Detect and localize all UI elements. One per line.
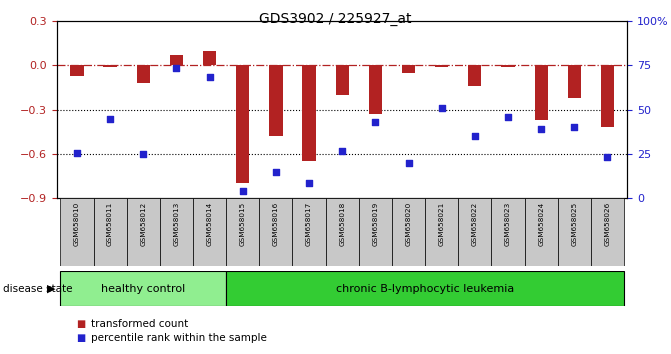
Text: GSM658015: GSM658015 xyxy=(240,202,246,246)
Bar xyxy=(226,198,259,266)
Bar xyxy=(137,65,150,83)
Point xyxy=(304,181,315,186)
Point xyxy=(536,126,547,132)
Point xyxy=(569,125,580,130)
Text: chronic B-lymphocytic leukemia: chronic B-lymphocytic leukemia xyxy=(336,284,514,293)
Text: GSM658017: GSM658017 xyxy=(306,202,312,246)
Bar xyxy=(325,198,359,266)
Bar xyxy=(558,198,591,266)
Bar xyxy=(127,198,160,266)
Bar xyxy=(336,65,349,95)
Text: percentile rank within the sample: percentile rank within the sample xyxy=(91,333,266,343)
Text: GSM658022: GSM658022 xyxy=(472,202,478,246)
Text: GSM658018: GSM658018 xyxy=(340,202,345,246)
Point xyxy=(72,150,83,155)
Bar xyxy=(369,65,382,114)
Bar xyxy=(160,198,193,266)
Text: GSM658016: GSM658016 xyxy=(273,202,279,246)
Text: GSM658024: GSM658024 xyxy=(538,202,544,246)
Text: GSM658012: GSM658012 xyxy=(140,202,146,246)
Point xyxy=(204,74,215,80)
Point xyxy=(238,188,248,194)
Text: GSM658019: GSM658019 xyxy=(372,202,378,246)
Bar xyxy=(525,198,558,266)
Text: transformed count: transformed count xyxy=(91,319,188,329)
Point xyxy=(138,151,148,157)
Bar xyxy=(468,65,482,86)
Bar xyxy=(591,198,624,266)
Text: disease state: disease state xyxy=(3,284,73,293)
Bar xyxy=(303,65,315,161)
Bar xyxy=(70,65,84,76)
Text: GSM658021: GSM658021 xyxy=(439,202,445,246)
Bar xyxy=(359,198,392,266)
Text: GDS3902 / 225927_at: GDS3902 / 225927_at xyxy=(259,12,412,27)
Bar xyxy=(293,198,325,266)
Bar xyxy=(458,198,491,266)
Text: ▶: ▶ xyxy=(46,284,55,293)
Text: GSM658010: GSM658010 xyxy=(74,202,80,246)
Bar xyxy=(491,198,525,266)
Bar xyxy=(435,65,448,67)
Point xyxy=(337,148,348,154)
Point xyxy=(470,133,480,139)
Text: ■: ■ xyxy=(76,333,85,343)
Text: GSM658026: GSM658026 xyxy=(605,202,611,246)
Bar xyxy=(568,65,581,98)
Bar xyxy=(259,198,293,266)
Bar xyxy=(103,65,117,67)
Bar xyxy=(392,198,425,266)
Bar xyxy=(535,65,548,120)
Text: GSM658025: GSM658025 xyxy=(571,202,577,246)
Bar xyxy=(226,271,624,306)
Bar xyxy=(402,65,415,73)
Point xyxy=(171,65,182,71)
Bar xyxy=(501,65,515,67)
Point xyxy=(105,116,115,121)
Bar xyxy=(170,55,183,65)
Text: GSM658011: GSM658011 xyxy=(107,202,113,246)
Bar xyxy=(236,65,250,183)
Point xyxy=(602,154,613,160)
Point xyxy=(403,160,414,166)
Text: GSM658020: GSM658020 xyxy=(405,202,411,246)
Bar xyxy=(425,198,458,266)
Text: GSM658013: GSM658013 xyxy=(173,202,179,246)
Text: GSM658014: GSM658014 xyxy=(207,202,213,246)
Bar xyxy=(269,65,282,136)
Bar xyxy=(60,271,226,306)
Point xyxy=(370,119,380,124)
Point xyxy=(270,169,281,175)
Bar xyxy=(203,51,216,65)
Point xyxy=(436,105,447,111)
Bar xyxy=(193,198,226,266)
Text: healthy control: healthy control xyxy=(101,284,185,293)
Bar xyxy=(60,198,93,266)
Bar xyxy=(93,198,127,266)
Point xyxy=(503,114,513,120)
Bar xyxy=(601,65,614,127)
Text: GSM658023: GSM658023 xyxy=(505,202,511,246)
Text: ■: ■ xyxy=(76,319,85,329)
